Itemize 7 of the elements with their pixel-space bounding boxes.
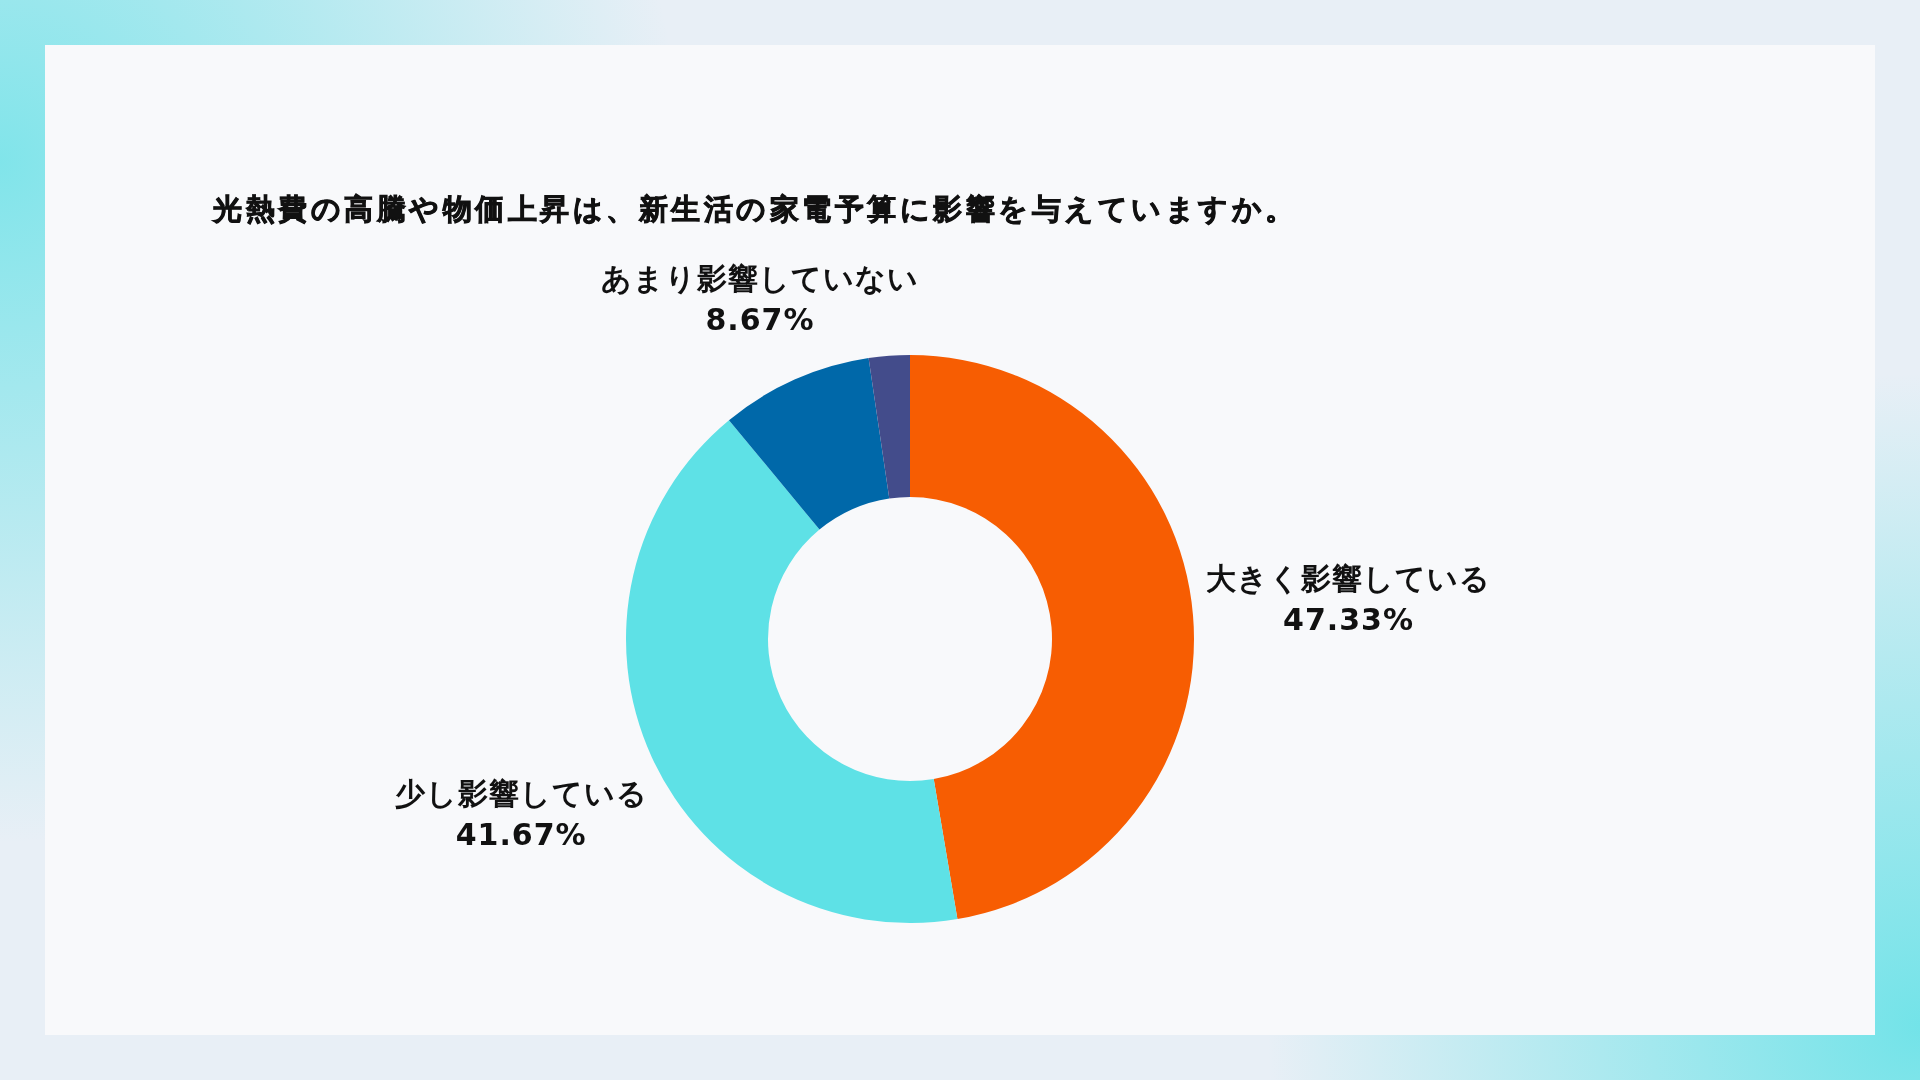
slice-label: 少し影響している xyxy=(394,776,648,812)
data-label: 47.33% xyxy=(1283,602,1414,638)
slice-label: あまり影響していない xyxy=(601,261,919,297)
data-label: 8.67% xyxy=(705,302,815,338)
data-label: 41.67% xyxy=(455,817,587,853)
chart-title: 光熱費の高騰や物価上昇は、新生活の家電予算に影響を与えていますか。 xyxy=(213,191,1298,228)
slice-label: 大きく影響している xyxy=(1206,561,1491,597)
